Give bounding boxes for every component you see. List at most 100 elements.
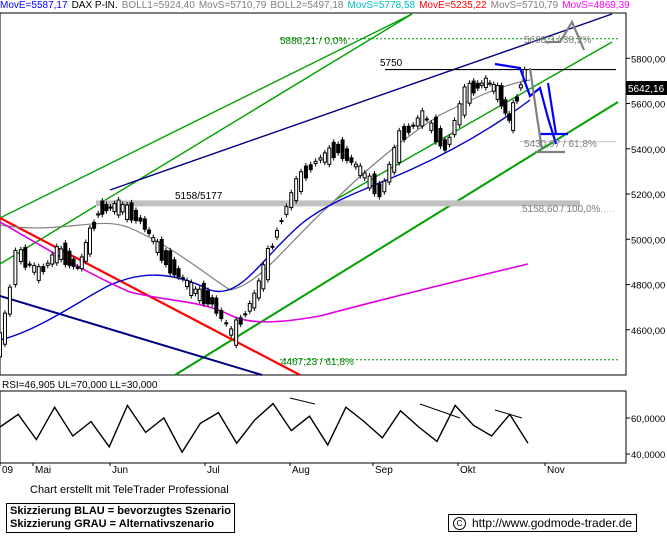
legend-item: MovS=5710,79: [198, 0, 267, 11]
legend-item: DAX P-IN.: [71, 0, 118, 11]
candle-body: [238, 317, 243, 325]
candle-body: [503, 99, 508, 114]
candle-body: [340, 139, 345, 160]
candle-body: [36, 266, 41, 281]
legend-item: MovS=5778,58: [347, 0, 416, 11]
navy-downtrend-line: [0, 295, 263, 376]
candle-body: [387, 163, 392, 183]
blue-scenario-path: [494, 62, 558, 145]
candle-body: [447, 136, 452, 145]
candle-body: [452, 119, 457, 136]
candle-body: [362, 172, 367, 179]
candles-group: [0, 66, 527, 360]
x-tick-label: Aug: [292, 465, 310, 476]
fib-382-label: 5688,3 / 38,2%: [524, 35, 591, 46]
candle-body: [151, 237, 156, 242]
fib-618-label: 5430,97 / 61,8%: [524, 139, 597, 150]
y-tick-label: 5200,00: [631, 190, 665, 201]
rsi-divergence-line-3: [494, 409, 523, 419]
candle-body: [438, 128, 443, 147]
candle-body: [322, 152, 327, 163]
candle-body: [75, 266, 80, 269]
candle-body: [63, 242, 68, 265]
candle-body: [406, 125, 411, 133]
candle-body: [71, 258, 76, 267]
candle-body: [367, 175, 372, 189]
candle-body: [142, 218, 147, 230]
candle-body: [495, 85, 500, 100]
candle-body: [185, 280, 190, 288]
candle-body: [261, 264, 266, 290]
candle-body: [50, 254, 55, 265]
candle-body: [457, 103, 462, 126]
candle-body: [479, 82, 484, 86]
candle-body: [475, 82, 480, 89]
x-tick-label: Jul: [207, 465, 220, 476]
candle-body: [13, 250, 18, 285]
candle-body: [83, 241, 88, 262]
candle-body: [415, 117, 420, 127]
candle-body: [487, 82, 492, 85]
candle-body: [433, 116, 438, 143]
scenario-legend-box: Skizzierung BLAU = bevorzugtes Szenario …: [6, 503, 235, 533]
candle-body: [168, 250, 173, 274]
candle-body: [462, 86, 467, 116]
y-tick-label: 5600,00: [631, 100, 665, 111]
level-5158-label: 5158/5177: [175, 191, 223, 202]
legend-item: MovE=5235,22: [419, 0, 487, 11]
blue-moving-average: [0, 99, 531, 341]
candle-body: [210, 297, 215, 305]
candle-body: [234, 319, 239, 346]
legend-item: BOLL2=5497,18: [270, 0, 344, 11]
current-price-label: 5642,16: [628, 84, 665, 95]
candle-body: [279, 220, 284, 223]
x-tick-label: Sep: [375, 465, 393, 476]
candle-body: [201, 282, 206, 305]
candle-body: [491, 83, 496, 92]
candle-body: [442, 139, 447, 151]
gray-moving-average: [0, 79, 531, 291]
y-tick-label: 4800,00: [631, 281, 665, 292]
legend-item: MovS=5710,79: [490, 0, 559, 11]
candle-body: [112, 203, 117, 213]
candle-body: [32, 264, 37, 273]
url-text[interactable]: http://www.godmode-trader.de: [472, 516, 633, 530]
candle-body: [92, 221, 97, 229]
candle-body: [189, 281, 194, 296]
candle-body: [252, 292, 257, 309]
candle-body: [116, 199, 121, 216]
candle-body: [129, 202, 134, 221]
candle-body: [176, 268, 181, 278]
legend-item: BOLL1=5924,40: [121, 0, 195, 11]
candle-body: [377, 183, 382, 198]
candle-body: [392, 147, 397, 173]
candle-body: [511, 102, 516, 131]
candle-body: [270, 245, 275, 248]
candle-body: [193, 288, 198, 294]
candle-body: [0, 332, 2, 358]
candle-body: [7, 286, 12, 315]
candle-body: [294, 178, 299, 202]
candle-body: [159, 239, 164, 261]
current-price-tag: [626, 81, 667, 95]
x-tick-label: Jun: [112, 465, 128, 476]
candle-body: [163, 250, 168, 266]
candle-body: [2, 312, 7, 345]
candle-body: [214, 297, 219, 314]
candle-body: [172, 259, 177, 276]
url-box[interactable]: C http://www.godmode-trader.de: [448, 514, 638, 532]
candle-body: [247, 303, 252, 312]
candle-body: [229, 328, 234, 336]
green-channel-lower: [174, 101, 619, 376]
candle-body: [274, 230, 279, 238]
candle-body: [125, 204, 130, 220]
gray-scenario-down-path: [528, 67, 544, 151]
green-channel-upper: [0, 13, 413, 265]
y-tick-label: 4600,00: [631, 326, 665, 337]
candle-body: [308, 164, 313, 171]
rsi-label: RSI=46,905 UL=70,000 LL=30,000: [2, 380, 158, 391]
fib-100-label: 5158,60 / 100,0%: [522, 204, 601, 215]
candle-body: [303, 165, 308, 179]
candle-body: [155, 241, 160, 254]
candle-body: [256, 280, 261, 299]
